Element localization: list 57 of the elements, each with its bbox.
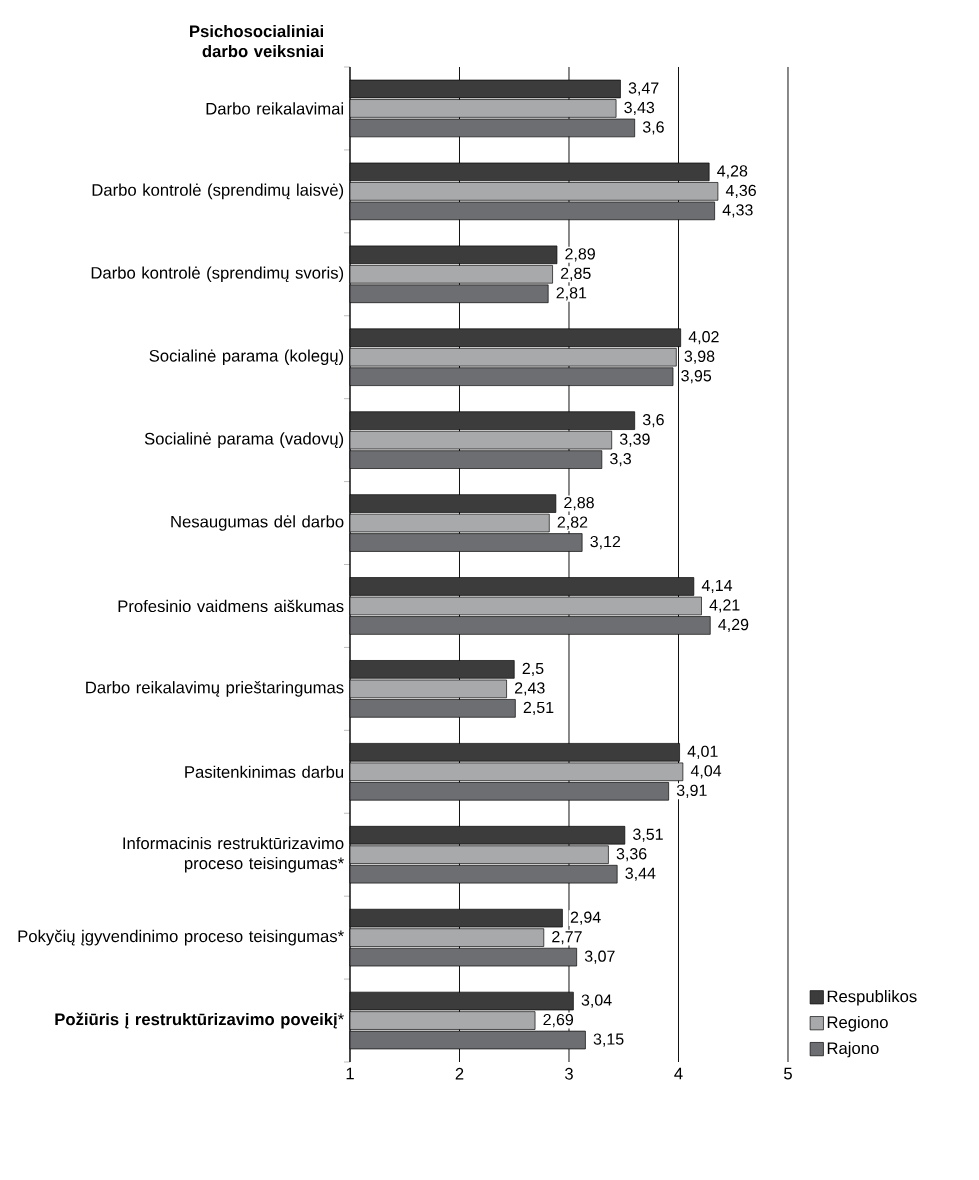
data-label: 3,07 (584, 950, 615, 964)
data-label: 2,5 (522, 662, 544, 676)
y-tick-label: Darbo reikalavimų prieštaringumas (86, 681, 344, 697)
x-tick-label: 1 (346, 1067, 354, 1080)
data-label: 4,02 (688, 331, 719, 345)
legend-label: Respublikos (827, 990, 917, 1006)
data-label: 3,44 (625, 867, 656, 881)
data-label: 3,43 (624, 101, 655, 116)
data-label: 4,21 (709, 599, 740, 613)
data-label: 3,15 (593, 1033, 624, 1047)
legend-label: Rajono (827, 1041, 879, 1058)
data-label: 4,33 (722, 204, 753, 218)
data-label: 3,36 (616, 848, 647, 862)
data-label: 2,82 (557, 516, 588, 530)
data-label: 4,29 (718, 618, 749, 633)
y-axis-title: Psichosocialiniai darbo veiksniai (190, 24, 323, 58)
data-label: 2,51 (523, 701, 554, 715)
y-tick-label: Nesaugumas dėl darbo (171, 515, 344, 531)
y-tick-label: Pasitenkinimas darbu (185, 765, 344, 778)
data-label: 2,81 (556, 287, 587, 301)
data-label: 2,89 (565, 248, 595, 262)
data-label: 4,28 (717, 165, 748, 179)
data-label: 3,6 (642, 414, 664, 428)
y-tick-label: Darbo kontrolė (sprendimų svoris) (91, 266, 344, 283)
x-tick-label: 4 (674, 1067, 683, 1080)
y-tick-label: Darbo reikalavimai (206, 102, 344, 115)
y-tick-label: Socialinė parama (vadovų) (144, 432, 344, 448)
data-label: 4,01 (687, 745, 718, 759)
y-tick-label: Informacinis restruktūrizavimo proceso teisingumas* (123, 836, 344, 873)
data-label: 3,3 (610, 453, 631, 467)
data-label: 3,51 (633, 828, 663, 842)
data-label: 2,77 (552, 931, 582, 945)
data-label: 2,88 (564, 496, 594, 511)
data-label: 4,36 (725, 184, 756, 198)
y-tick-label: Profesinio vaidmens aiškumas (118, 599, 344, 613)
y-tick-label: Požiūris į restruktūrizavimo poveikį* (55, 1012, 344, 1029)
data-label: 4,04 (690, 765, 722, 779)
data-label: 3,12 (590, 535, 621, 550)
data-label: 3,04 (581, 994, 612, 1008)
x-tick-label: 5 (784, 1067, 792, 1080)
data-label: 3,39 (619, 433, 650, 447)
data-label: 3,98 (684, 350, 715, 364)
data-label: 2,94 (570, 911, 601, 925)
data-label: 3,95 (681, 370, 712, 384)
y-tick-label: Pokyčių įgyvendinimo proceso teisingumas* (18, 929, 344, 946)
data-label: 3,91 (676, 784, 707, 798)
data-label: 3,6 (642, 121, 664, 135)
y-tick-label: Socialinė parama (kolegų) (149, 349, 344, 365)
legend-label: Regiono (827, 1015, 888, 1032)
data-label: 2,43 (514, 682, 545, 696)
y-tick-label: Darbo kontrolė (sprendimų laisvė) (92, 183, 344, 200)
data-label: 2,69 (543, 1013, 574, 1028)
data-label: 4,14 (701, 579, 733, 593)
x-tick-label: 2 (455, 1067, 464, 1080)
x-tick-label: 3 (564, 1067, 573, 1080)
data-label: 2,85 (560, 267, 591, 281)
data-label: 3,47 (628, 82, 659, 96)
